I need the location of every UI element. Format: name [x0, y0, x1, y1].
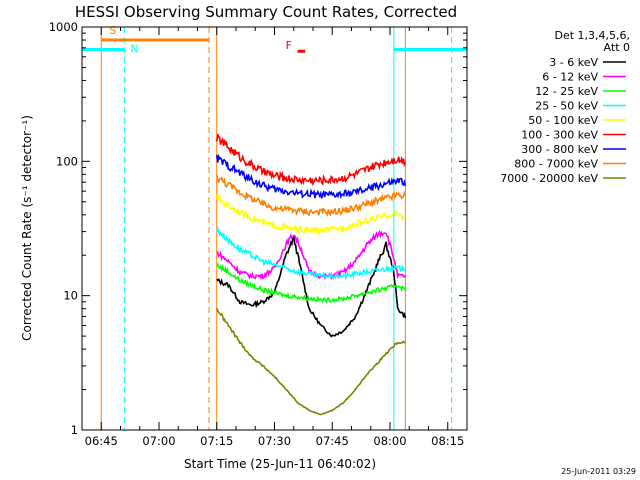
x-tick-label-0: 06:45 [85, 434, 118, 448]
series-line-3 [216, 226, 406, 280]
legend-label-8: 7000 - 20000 keV [500, 172, 598, 185]
legend-label-6: 300 - 800 keV [521, 143, 598, 156]
legend-header-1: Att 0 [604, 41, 630, 54]
x-axis: 06:45 07:00 07:15 07:30 07:45 08:00 08:15 [81, 27, 468, 448]
legend-label-0: 3 - 6 keV [549, 56, 598, 69]
chart-title: HESSI Observing Summary Count Rates, Cor… [75, 3, 457, 21]
y-tick-label-3: 1000 [49, 20, 78, 34]
series-line-2 [216, 262, 407, 304]
series-line-0 [216, 234, 407, 338]
y-axis: 1 10 100 1000 [49, 20, 467, 437]
plot-marks: S N F [82, 24, 467, 430]
timestamp-stamp: 25-Jun-2011 03:29 [561, 467, 636, 476]
y-axis-label: Corrected Count Rate (s⁻¹ detector⁻¹) [20, 115, 34, 341]
series-line-7 [216, 174, 407, 218]
y-tick-label-2: 100 [56, 154, 78, 168]
y-tick-label-1: 10 [63, 289, 78, 303]
legend-label-3: 25 - 50 keV [535, 100, 598, 113]
legend-header-0: Det 1,3,4,5,6, [554, 29, 630, 42]
series-line-8 [216, 307, 406, 416]
legend-label-1: 6 - 12 keV [542, 71, 598, 84]
x-tick-label-6: 08:15 [431, 434, 464, 448]
series-line-1 [216, 229, 407, 281]
y-tick-label-0: 1 [71, 423, 78, 437]
flag-label-f: F [286, 39, 292, 52]
x-tick-label-2: 07:15 [200, 434, 233, 448]
legend: Det 1,3,4,5,6,Att 0 3 - 6 keV 6 - 12 keV12… [500, 29, 630, 185]
x-axis-label: Start Time (25-Jun-11 06:40:02) [184, 457, 376, 471]
series-line-5 [216, 133, 407, 187]
flag-label-n: N [130, 42, 138, 55]
legend-label-4: 50 - 100 keV [528, 114, 598, 127]
series-line-6 [216, 153, 407, 200]
flag-label-s: S [109, 24, 116, 37]
legend-label-7: 800 - 7000 keV [514, 158, 598, 171]
x-tick-label-4: 07:45 [316, 434, 349, 448]
legend-label-2: 12 - 25 keV [535, 85, 598, 98]
x-tick-label-5: 08:00 [373, 434, 406, 448]
legend-label-5: 100 - 300 keV [521, 129, 598, 142]
x-tick-label-1: 07:00 [142, 434, 175, 448]
series-line-4 [216, 191, 406, 237]
x-tick-label-3: 07:30 [258, 434, 291, 448]
